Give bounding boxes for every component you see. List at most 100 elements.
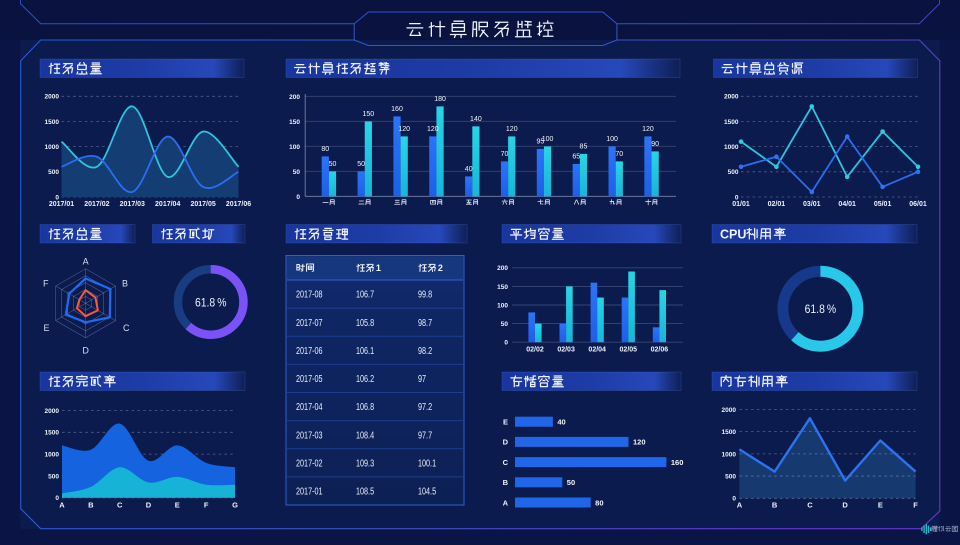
svg-text:B: B [503,478,509,487]
svg-text:98.2: 98.2 [418,346,432,357]
svg-text:106.1: 106.1 [356,346,374,357]
svg-text:2000: 2000 [724,94,739,101]
svg-text:106.2: 106.2 [356,374,374,385]
svg-text:500: 500 [48,473,59,480]
svg-text:02/04: 02/04 [588,347,606,354]
svg-text:02/02: 02/02 [526,347,544,354]
svg-text:108.4: 108.4 [356,430,374,441]
svg-text:500: 500 [728,169,739,176]
svg-text:150: 150 [289,119,300,126]
svg-text:D: D [82,346,89,356]
svg-text:100: 100 [542,136,554,143]
svg-text:1000: 1000 [45,452,60,459]
svg-text:109.3: 109.3 [356,458,374,469]
svg-text:2: 2 [438,263,443,273]
svg-text:A: A [83,257,89,267]
svg-text:2017-08: 2017-08 [296,290,323,301]
svg-text:F: F [204,501,209,510]
svg-text:G: G [232,501,238,510]
svg-text:02/06: 02/06 [651,347,669,354]
svg-text:C: C [503,458,509,467]
svg-text:1500: 1500 [722,429,737,436]
svg-text:C: C [117,501,123,510]
svg-text:1500: 1500 [45,119,60,126]
svg-text:0: 0 [296,194,300,201]
svg-text:100: 100 [289,144,300,151]
svg-text:D: D [146,501,152,510]
svg-text:1000: 1000 [45,144,60,151]
svg-text:120: 120 [642,126,654,133]
svg-text:E: E [503,418,508,427]
svg-text:160: 160 [671,458,684,467]
svg-text:61.8 %: 61.8 % [805,302,837,316]
svg-text:CPU: CPU [720,227,746,241]
svg-text:40: 40 [465,166,473,173]
svg-text:A: A [503,498,509,507]
svg-text:50: 50 [501,321,509,328]
svg-text:04/01: 04/01 [838,201,856,208]
svg-text:2017-03: 2017-03 [296,430,323,441]
svg-text:2017-05: 2017-05 [296,374,323,385]
svg-text:2017/03: 2017/03 [120,201,145,208]
svg-text:2017/05: 2017/05 [190,201,215,208]
svg-text:200: 200 [289,94,300,101]
svg-text:97.2: 97.2 [418,402,432,413]
svg-text:2017-04: 2017-04 [296,402,323,413]
svg-text:70: 70 [501,151,509,158]
svg-text:100.1: 100.1 [418,458,436,469]
svg-text:95: 95 [537,138,545,145]
svg-text:E: E [878,501,883,510]
svg-text:2017-02: 2017-02 [296,458,323,469]
svg-text:50: 50 [567,478,575,487]
svg-text:105.8: 105.8 [356,318,374,329]
svg-text:106.8: 106.8 [356,402,374,413]
svg-text:1000: 1000 [724,144,739,151]
svg-text:C: C [807,501,813,510]
svg-text:120: 120 [427,126,439,133]
svg-text:2017-07: 2017-07 [296,318,323,329]
svg-text:F: F [913,501,918,510]
svg-text:0: 0 [735,194,739,201]
svg-text:104.5: 104.5 [418,487,436,498]
svg-text:61.8 %: 61.8 % [195,296,227,310]
svg-text:1500: 1500 [724,119,739,126]
svg-text:100: 100 [606,136,618,143]
svg-text:A: A [59,501,65,510]
svg-text:80: 80 [595,498,603,507]
svg-text:B: B [88,501,94,510]
svg-text:2000: 2000 [45,408,60,415]
svg-text:01/01: 01/01 [732,201,750,208]
svg-text:2017-01: 2017-01 [296,487,323,498]
svg-text:02/05: 02/05 [620,347,638,354]
svg-text:2017-06: 2017-06 [296,346,323,357]
svg-text:150: 150 [363,111,375,118]
svg-text:70: 70 [615,151,623,158]
svg-text:140: 140 [470,116,482,123]
svg-text:2017/06: 2017/06 [226,201,251,208]
svg-text:120: 120 [633,438,646,447]
svg-text:80: 80 [321,146,329,153]
svg-text:90: 90 [651,141,659,148]
svg-text:2017/04: 2017/04 [155,201,180,208]
svg-text:D: D [503,438,509,447]
svg-text:40: 40 [557,418,565,427]
svg-text:99.8: 99.8 [418,290,432,301]
svg-text:E: E [175,501,180,510]
svg-text:180: 180 [434,96,446,103]
svg-text:A: A [737,501,743,510]
svg-text:85: 85 [580,143,588,150]
svg-text:1: 1 [376,263,381,273]
svg-text:50: 50 [293,169,301,176]
svg-text:02/01: 02/01 [768,201,786,208]
svg-text:B: B [772,501,778,510]
svg-text:500: 500 [725,473,736,480]
svg-text:97: 97 [418,374,426,385]
svg-text:0: 0 [55,194,59,201]
svg-text:B: B [122,279,128,289]
svg-text:200: 200 [497,265,508,272]
svg-text:120: 120 [398,126,410,133]
svg-text:108.5: 108.5 [356,487,374,498]
svg-text:2000: 2000 [45,94,60,101]
svg-text:0: 0 [732,496,736,503]
svg-text:100: 100 [497,302,508,309]
